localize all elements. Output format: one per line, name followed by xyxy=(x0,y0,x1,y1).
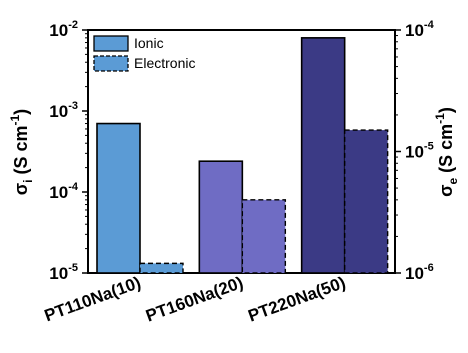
bar-electronic-1 xyxy=(139,262,184,274)
legend-swatch-2 xyxy=(93,55,129,72)
legend-swatch-1 xyxy=(93,35,129,52)
left-tick-label: 10-4 xyxy=(49,181,79,202)
category-label-2: PT160Na(20) xyxy=(143,273,245,326)
bar-electronic-2 xyxy=(241,199,287,274)
right-tick-label: 10-4 xyxy=(405,19,435,40)
bar-ionic-3 xyxy=(300,37,346,274)
left-tick-label: 10-5 xyxy=(49,262,78,283)
legend-label-2: Electronic xyxy=(134,55,195,71)
right-tick-label: 10-6 xyxy=(405,262,434,283)
bar-ionic-2 xyxy=(198,160,244,274)
legend-label-1: Ionic xyxy=(134,35,164,51)
bar-ionic-1 xyxy=(96,122,141,274)
left-tick-label: 10-3 xyxy=(49,100,78,121)
category-label-3: PT220Na(50) xyxy=(246,273,348,326)
right-tick-label: 10-5 xyxy=(405,141,434,162)
right-axis-title: σe (S cm-1) xyxy=(433,107,460,197)
bar-electronic-3 xyxy=(343,129,389,274)
left-axis-title: σi (S cm-1) xyxy=(8,109,35,195)
left-tick-label: 10-2 xyxy=(49,19,78,40)
